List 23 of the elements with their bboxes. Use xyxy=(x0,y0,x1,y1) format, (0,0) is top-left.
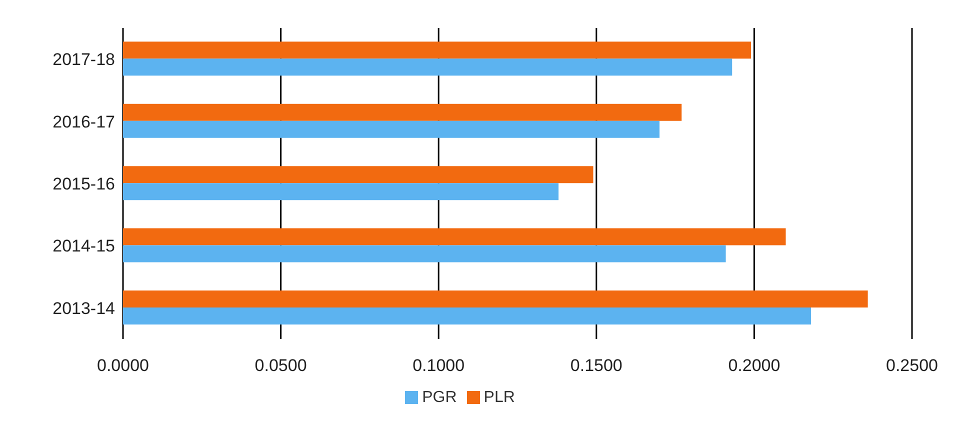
y-tick-label: 2015-16 xyxy=(52,174,115,194)
y-tick-label: 2013-14 xyxy=(52,298,115,318)
bar xyxy=(123,42,752,59)
y-tick-label: 2014-15 xyxy=(52,236,115,256)
legend-label: PGR xyxy=(422,389,457,406)
bar xyxy=(123,104,682,121)
x-tick-label: 0.1500 xyxy=(570,356,622,376)
bar xyxy=(123,183,559,200)
x-tick-label: 0.2000 xyxy=(728,356,780,376)
bar xyxy=(123,228,786,246)
bar xyxy=(123,290,868,308)
bar xyxy=(123,58,732,76)
bar xyxy=(123,120,660,138)
x-tick-label: 0.0000 xyxy=(97,356,149,376)
legend-label: PLR xyxy=(484,389,515,406)
y-tick-label: 2016-17 xyxy=(52,112,115,132)
x-tick-label: 0.0500 xyxy=(254,356,307,376)
bar xyxy=(123,166,594,184)
y-tick-label: 2017-18 xyxy=(52,50,115,70)
x-tick-label: 0.2500 xyxy=(886,356,938,376)
bar xyxy=(123,245,726,262)
bar xyxy=(123,307,812,324)
x-tick-label: 0.1000 xyxy=(412,356,465,376)
